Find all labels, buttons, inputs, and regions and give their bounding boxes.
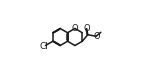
Text: Cl: Cl [40, 42, 48, 51]
Text: O: O [93, 32, 100, 41]
Text: O: O [84, 24, 90, 33]
Text: O: O [72, 24, 78, 33]
